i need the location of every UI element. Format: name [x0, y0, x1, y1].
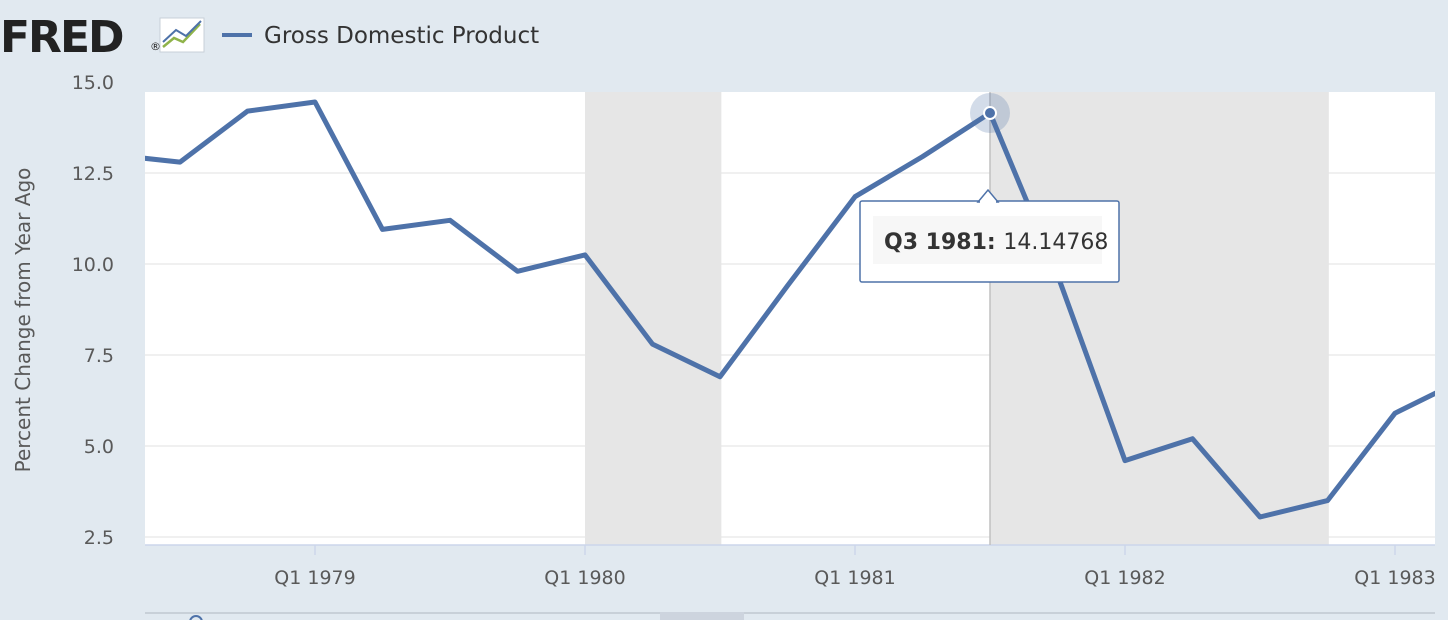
y-axis-title: Percent Change from Year Ago: [11, 168, 35, 473]
recession-bands: [585, 92, 1329, 545]
y-tick-label: 10.0: [72, 254, 114, 276]
y-tick-label: 2.5: [84, 527, 114, 549]
tooltip-period: Q3 1981: [884, 230, 987, 255]
recession-band-1: [585, 92, 722, 545]
y-tick-label: 7.5: [84, 345, 114, 367]
x-tick-label: Q1 1981: [814, 567, 895, 589]
gridlines: [145, 172, 1435, 546]
navigator-handle[interactable]: [660, 612, 744, 620]
tooltip-content: Q3 1981: 14.14768: [884, 230, 1108, 255]
x-axis-ticks: Q1 1979 Q1 1980 Q1 1981 Q1 1982 Q1 1983: [274, 545, 1436, 589]
y-axis-ticks: 15.0 12.5 10.0 7.5 5.0 2.5: [72, 72, 114, 549]
x-tick-label: Q1 1982: [1084, 567, 1165, 589]
tooltip: Q3 1981: 14.14768: [859, 188, 1120, 283]
series-layer: [113, 93, 1448, 520]
recession-band-2: [990, 92, 1329, 545]
x-tick-label: Q1 1980: [544, 567, 625, 589]
series-line-gdp[interactable]: [113, 99, 1448, 520]
legend-series-label[interactable]: Gross Domestic Product: [264, 23, 539, 49]
hover-point-marker[interactable]: [983, 106, 997, 121]
y-tick-label: 5.0: [84, 436, 114, 458]
y-tick-label: 15.0: [72, 72, 114, 94]
fred-logo[interactable]: FRED: [0, 12, 125, 63]
navigator-start-handle[interactable]: [189, 615, 203, 620]
tooltip-inner: [873, 216, 1102, 264]
x-tick-label: Q1 1979: [274, 567, 355, 589]
y-tick-label: 12.5: [72, 163, 114, 185]
x-tick-label: Q1 1983: [1354, 567, 1435, 589]
tooltip-value: 14.14768: [1003, 230, 1108, 255]
line-chart-icon: [159, 17, 205, 53]
logo-registered-mark: ®: [150, 40, 161, 53]
